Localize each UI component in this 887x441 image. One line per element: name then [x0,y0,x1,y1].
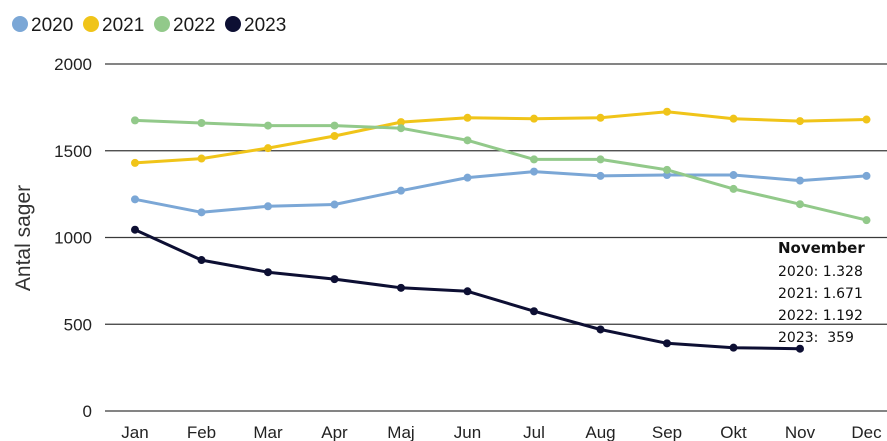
legend: 2020 2021 2022 2023 [12,15,286,36]
data-point [862,115,871,124]
data-point [862,171,871,180]
legend-label: 2020 [31,15,73,36]
y-axis-ticks: 0 500 1000 1500 2000 [54,55,92,421]
data-point [796,200,804,209]
x-tick-label: Maj [387,423,414,441]
series-2020 [131,167,871,217]
data-point [131,225,139,234]
series-line [133,170,868,214]
data-point [131,195,139,204]
data-point [197,256,206,265]
x-tick-label: Jun [454,423,481,441]
data-point [131,158,139,167]
x-tick-label: Nov [785,423,816,441]
data-point [729,343,738,352]
data-point [862,216,871,225]
data-point [264,144,272,153]
data-point [596,171,605,180]
y-tick-label: 1500 [54,142,92,161]
legend-label: 2023 [244,15,286,36]
series-line [133,110,868,165]
y-tick-label: 500 [64,315,92,334]
data-point [663,339,671,348]
y-tick-label: 0 [83,402,92,421]
legend-marker [12,16,28,32]
data-point [197,208,206,217]
data-point [463,136,472,145]
data-point [131,116,139,125]
x-tick-label: Sep [652,423,682,441]
data-point [397,118,405,127]
legend-marker [225,16,241,32]
legend-marker [83,16,99,32]
data-point [796,176,804,185]
annotation-line-2023: 2023: 359 [778,330,854,346]
data-point [729,114,738,123]
x-tick-label: Mar [253,423,283,441]
x-tick-label: Apr [321,423,348,441]
data-point [530,114,538,123]
data-point [796,117,804,126]
data-point [596,325,605,334]
annotation-line-2021: 2021: 1.671 [778,286,863,302]
data-point [530,167,538,176]
series-line [133,118,868,222]
data-point [330,200,339,209]
series-2022 [131,116,871,225]
data-point [397,186,405,195]
x-tick-label: Jul [523,423,545,441]
data-point [663,107,671,116]
data-point [463,287,472,296]
data-point [397,124,405,133]
data-point [330,132,339,141]
x-axis-ticks: Jan Feb Mar Apr Maj Jun Jul Aug Sep Okt Nov Dec [121,423,882,441]
data-point [264,268,272,277]
data-point [197,154,206,163]
annotation-line-2020: 2020: 1.328 [778,264,863,280]
data-point [264,202,272,211]
data-point [197,118,206,127]
annotation-line-2022: 2022: 1.192 [778,308,863,324]
data-point [596,113,605,122]
series-2023 [131,225,804,353]
data-point [729,171,738,180]
data-point [596,155,605,164]
legend-marker [154,16,170,32]
data-point [397,283,405,292]
x-tick-label: Dec [851,423,882,441]
y-axis-label: Antal sager [12,185,35,291]
legend-label: 2021 [102,15,144,36]
data-point [530,307,538,316]
data-point [264,121,272,130]
legend-label: 2022 [173,15,215,36]
grid-lines [105,63,887,412]
data-point [330,275,339,284]
data-point [530,155,538,164]
series-2021 [131,107,871,167]
november-annotation: November 2020: 1.328 2021: 1.671 2022: 1… [778,239,865,346]
y-tick-label: 1000 [54,229,92,248]
data-point [663,165,671,174]
data-point [463,113,472,122]
data-point [796,344,804,353]
x-tick-label: Okt [720,423,747,441]
data-point [330,121,339,130]
data-point [729,184,738,193]
data-point [463,173,472,182]
x-tick-label: Aug [585,423,615,441]
annotation-title: November [778,239,865,257]
series-lines [131,107,871,353]
y-tick-label: 2000 [54,55,92,74]
x-tick-label: Jan [121,423,148,441]
x-tick-label: Feb [187,423,216,441]
